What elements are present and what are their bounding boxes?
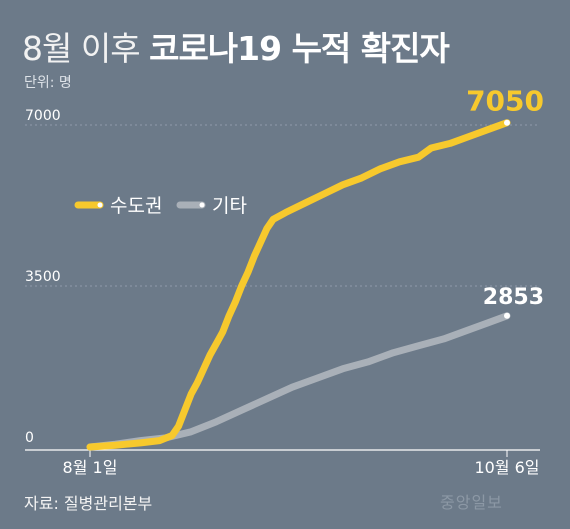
series-line-1 xyxy=(86,312,511,451)
legend-swatch-dot-0 xyxy=(97,202,103,208)
title-bold: 코로나19 누적 확진자 xyxy=(149,29,450,68)
legend-label-1: 기타 xyxy=(212,195,247,217)
legend: 수도권 기타 xyxy=(74,195,247,217)
gridlines xyxy=(25,124,540,287)
source-note: 자료: 질병관리본부 xyxy=(24,494,153,513)
title-light: 8월 이후 xyxy=(22,29,141,68)
series-line-0 xyxy=(86,119,511,451)
end-label-1: 2853 xyxy=(483,285,544,310)
x-axis: 8월 1일 10월 6일 xyxy=(25,449,540,477)
y-tick-0: 0 xyxy=(25,430,34,446)
unit-label: 단위: 명 xyxy=(24,75,72,91)
series-end-marker-0 xyxy=(504,119,510,126)
end-label-0: 7050 xyxy=(466,85,544,118)
y-tick-labels: 0 3500 7000 xyxy=(25,108,61,446)
end-labels: 7050 2853 xyxy=(466,85,544,310)
y-tick-3500: 3500 xyxy=(25,269,61,285)
series-lines xyxy=(86,119,511,451)
x-tick-label: 10월 6일 xyxy=(474,458,539,477)
legend-swatch-dot-1 xyxy=(199,202,205,208)
y-tick-7000: 7000 xyxy=(25,108,61,124)
series-end-marker-1 xyxy=(504,312,510,319)
legend-label-0: 수도권 xyxy=(110,195,162,217)
chart-title: 8월 이후 코로나19 누적 확진자 xyxy=(22,22,450,70)
publisher-watermark: 중앙일보 xyxy=(440,493,503,512)
x-tick-label: 8월 1일 xyxy=(63,458,118,477)
